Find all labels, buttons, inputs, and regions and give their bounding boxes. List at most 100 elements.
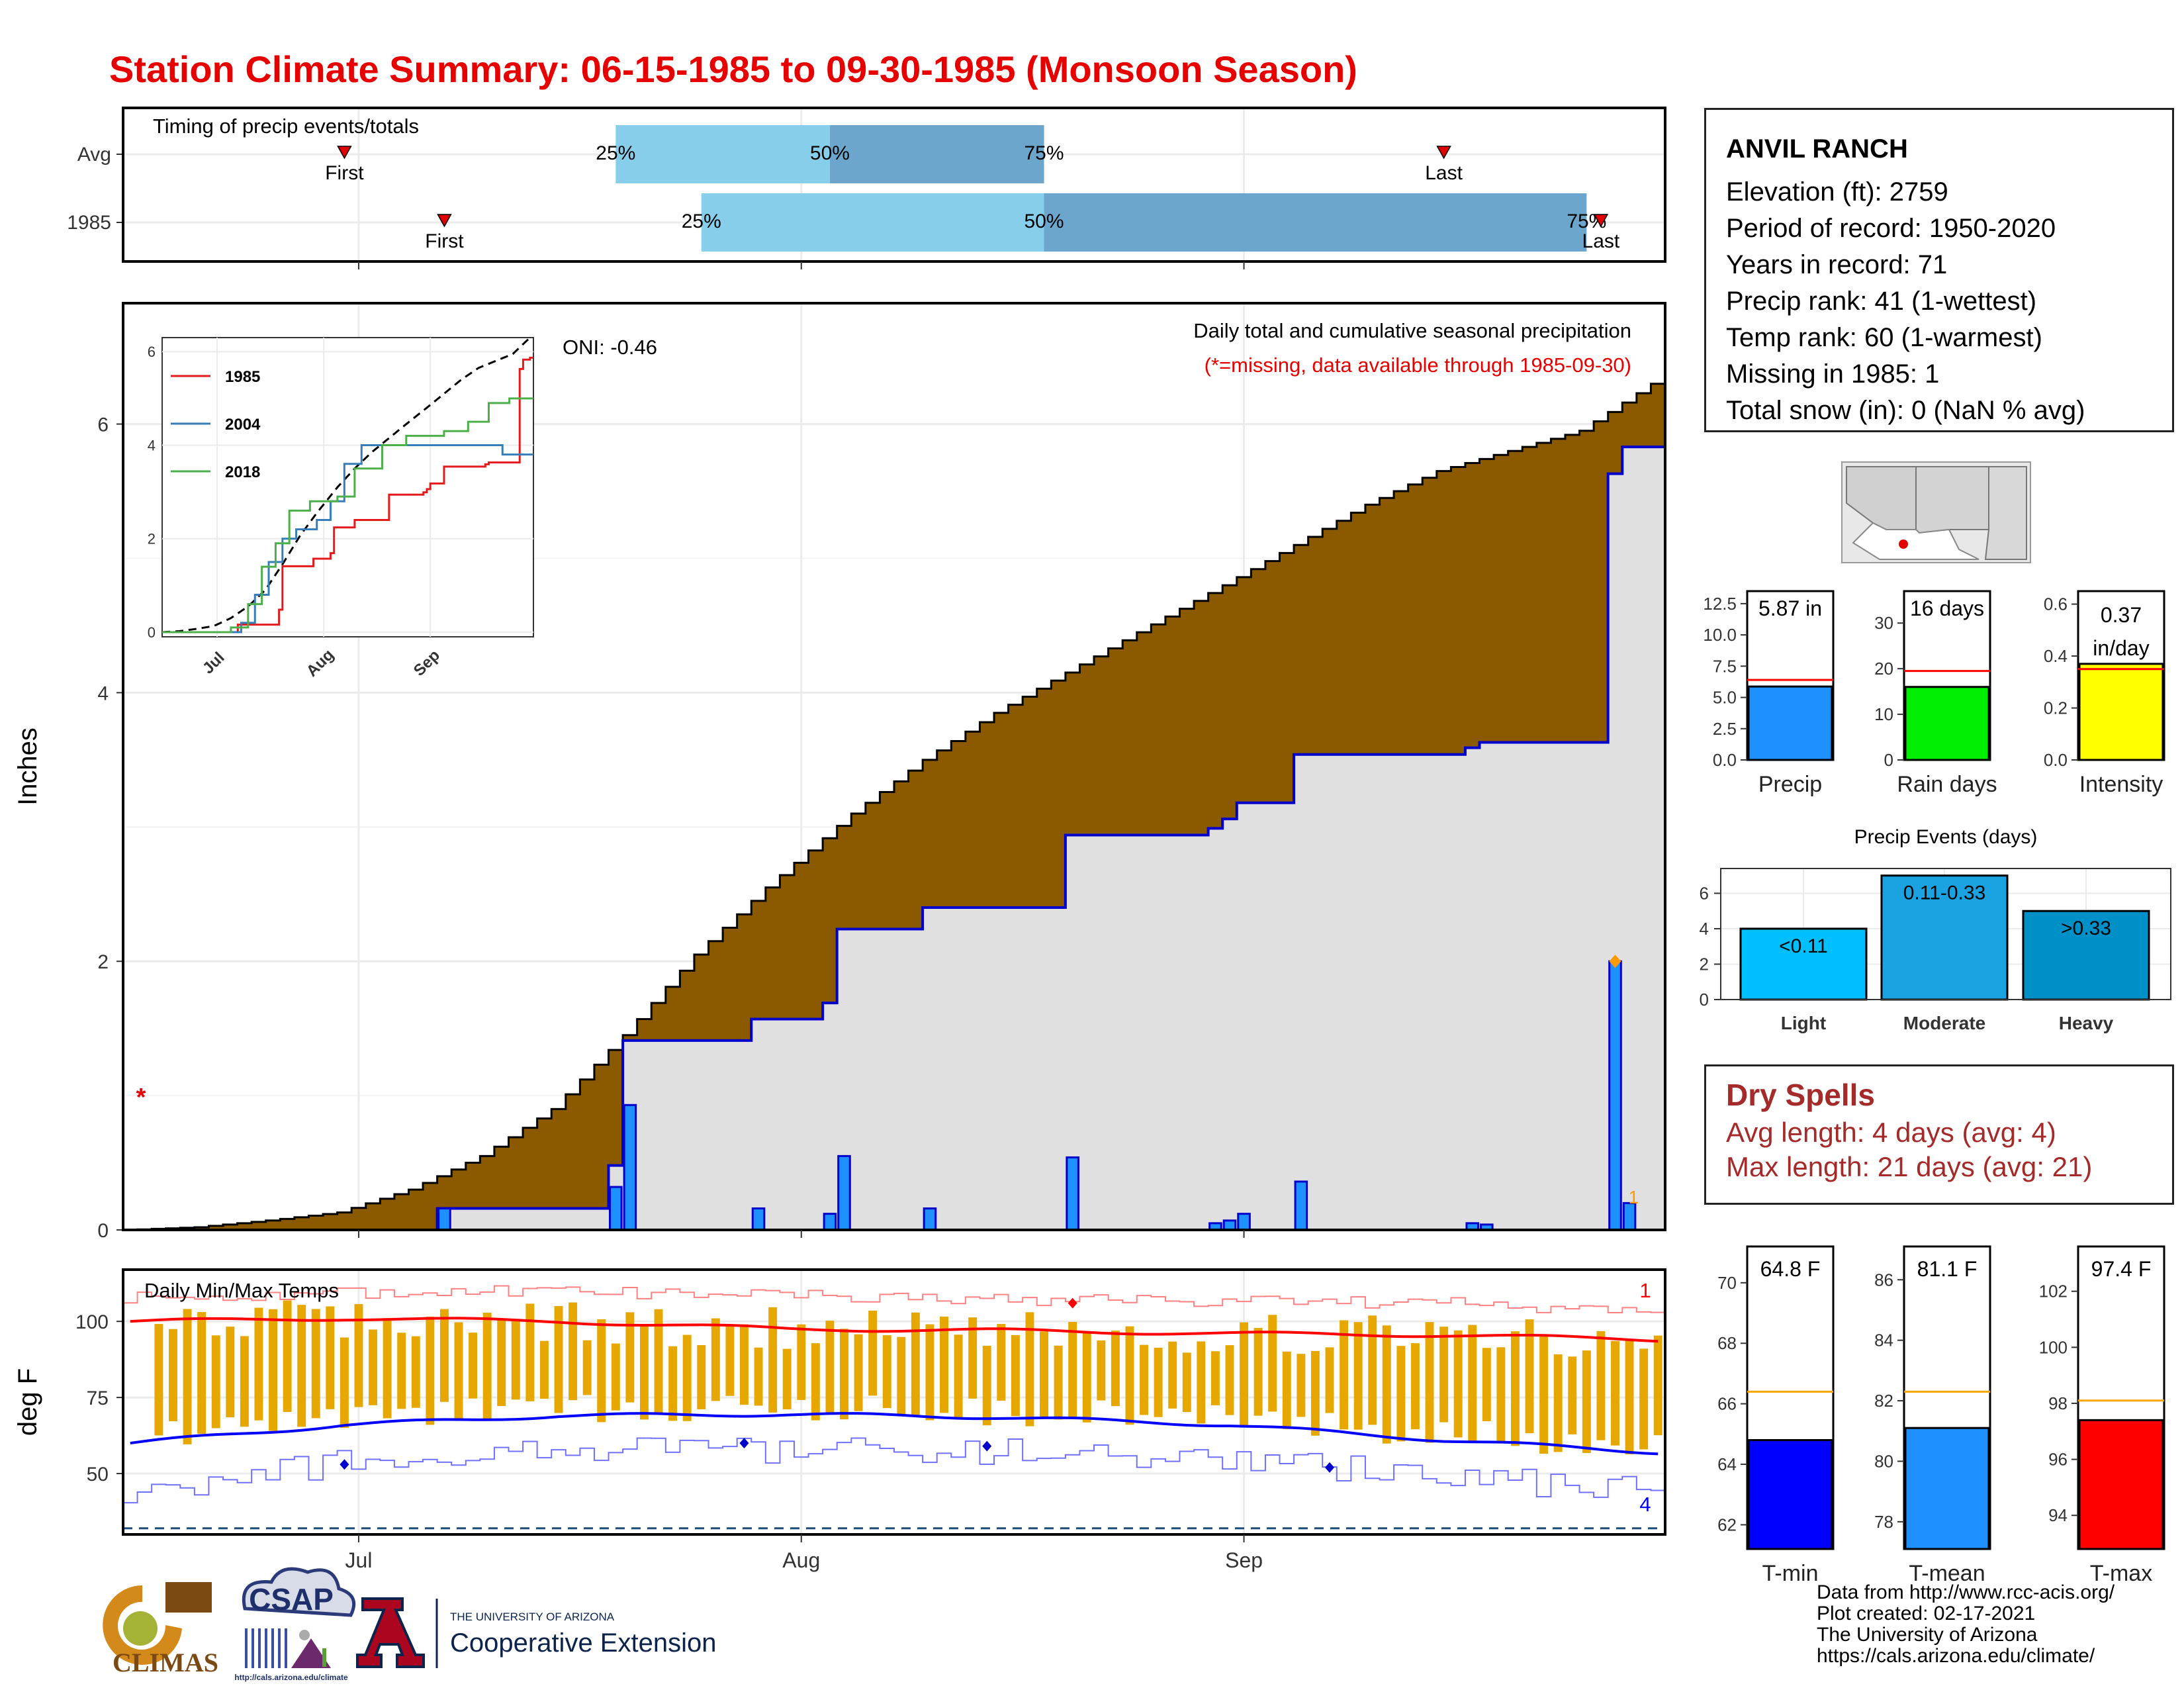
summary-ytick-label: 0.0 <box>2044 750 2068 770</box>
daily-temp-range-bar <box>1253 1328 1263 1416</box>
climas-logo-icon <box>103 1585 182 1665</box>
daily-temp-range-bar <box>1425 1322 1434 1443</box>
avg-tmin-line <box>130 1412 1659 1456</box>
daily-temp-range-bar <box>369 1329 378 1405</box>
timing-last-label: Last <box>1582 230 1620 252</box>
daily-temp-range-bar <box>226 1327 235 1418</box>
daily-temp-range-bar <box>240 1336 249 1427</box>
record-temp-marker <box>340 1459 349 1470</box>
events-category-label: Light <box>1781 1013 1826 1033</box>
summary-category-label: T-min <box>1762 1561 1819 1586</box>
daily-temp-range-bar <box>411 1336 420 1408</box>
summary-ytick-label: 70 <box>1717 1273 1737 1293</box>
timing-frame <box>122 107 1666 263</box>
summary-ytick-label: 0.2 <box>2044 698 2068 718</box>
csap-cloud-icon <box>242 1567 355 1617</box>
daily-temp-range-bar <box>497 1318 506 1406</box>
temp-ytick-label: 50 <box>87 1464 109 1485</box>
summary-ytick-label: 20 <box>1874 659 1893 679</box>
summary-temp-value: 97.4 F <box>2091 1257 2152 1281</box>
climas-logo-text: CLIMAS <box>113 1648 218 1677</box>
summary-ytick-label: 5.0 <box>1713 688 1737 708</box>
daily-temp-range-bar <box>469 1333 478 1399</box>
daily-precip-bar <box>1294 1180 1308 1231</box>
timing-row-label: 1985 <box>67 212 111 234</box>
inset-frame <box>161 337 534 637</box>
daily-precip-bar <box>751 1207 766 1231</box>
daily-temp-range-bar <box>782 1348 792 1410</box>
daily-temp-range-bar <box>1325 1347 1334 1413</box>
daily-precip-bar <box>1237 1213 1251 1231</box>
record-temp-marker <box>982 1440 992 1452</box>
inset-avg-dashed-line <box>161 336 531 633</box>
temp-xtick-label: Jul <box>345 1548 373 1572</box>
timing-first-label: First <box>325 162 364 184</box>
daily-temp-range-bar <box>297 1305 306 1427</box>
page-title: Station Climate Summary: 06-15-1985 to 0… <box>109 48 1357 90</box>
summary-ytick-label: 84 <box>1874 1331 1893 1350</box>
station-snow: Total snow (in): 0 (NaN % avg) <box>1726 396 2085 425</box>
daily-temp-range-bar <box>897 1336 906 1415</box>
daily-temp-range-bar <box>1240 1322 1249 1427</box>
missing-day-marker: * <box>136 1084 146 1111</box>
daily-precip-bar <box>609 1186 623 1231</box>
events-category-label: Heavy <box>2059 1013 2114 1033</box>
daily-temp-range-bar <box>1482 1348 1491 1421</box>
summary-ytick-label: 0 <box>1884 750 1893 770</box>
summary-value-bar <box>2078 663 2164 761</box>
inset-legend-label: 1985 <box>225 368 260 386</box>
events-frame-top <box>1720 868 2171 1000</box>
daily-temp-range-bar <box>1453 1330 1463 1438</box>
daily-temp-range-bar <box>911 1312 920 1417</box>
daily-temp-range-bar <box>597 1319 606 1423</box>
dry-spells-heading: Dry Spells <box>1726 1078 1875 1112</box>
daily-temp-range-bar <box>982 1345 991 1426</box>
daily-temp-range-bar <box>511 1321 520 1400</box>
events-bar <box>1739 927 1868 1001</box>
daily-temp-range-bar <box>554 1306 563 1413</box>
daily-temp-range-bar <box>1225 1345 1234 1415</box>
daily-temp-range-bar <box>397 1333 406 1409</box>
daily-temp-range-bar <box>1568 1356 1577 1434</box>
inset-ytick-label: 6 <box>148 344 156 360</box>
daily-temp-range-bar <box>1368 1315 1377 1425</box>
record-temp-marker <box>1325 1462 1335 1473</box>
summary-value-bar <box>1747 685 1833 761</box>
daily-temp-range-bar <box>725 1325 735 1396</box>
daily-temp-range-bar <box>954 1335 963 1419</box>
daily-temp-range-bar <box>1282 1351 1291 1429</box>
inset-series-line <box>162 397 533 633</box>
events-ytick-label: 4 <box>1700 919 1709 939</box>
station-years: Years in record: 71 <box>1726 250 1948 279</box>
record-temp-marker <box>739 1438 749 1449</box>
daily-temp-range-bar <box>1068 1321 1077 1419</box>
logos <box>103 1567 438 1668</box>
temp-frame <box>122 1268 1666 1536</box>
record-count-label: 1 <box>1628 1187 1639 1207</box>
csap-cactus-icon <box>322 1648 326 1667</box>
csap-logo-text: CSAP <box>249 1582 334 1617</box>
daily-temp-range-bar <box>582 1340 592 1395</box>
timing-last-marker <box>1436 146 1451 160</box>
daily-temp-range-bar <box>482 1313 492 1421</box>
summary-ytick-label: 80 <box>1874 1451 1893 1471</box>
map-station-dot <box>1899 539 1908 549</box>
daily-temp-range-bar <box>1410 1343 1420 1430</box>
daily-temp-range-bar <box>1496 1347 1506 1441</box>
daily-temp-range-bar <box>1168 1341 1177 1409</box>
events-bar-label: <0.11 <box>1779 935 1828 957</box>
daily-temp-range-bar <box>1353 1322 1363 1430</box>
avg-cumulative-line <box>123 383 1665 1231</box>
daily-temp-range-bar <box>340 1337 349 1429</box>
daily-temp-range-bar <box>1396 1346 1406 1442</box>
temp-ytick-label: 75 <box>87 1387 109 1409</box>
precip-missing-note: (*=missing, data available through 1985-… <box>1205 353 1631 377</box>
daily-temp-range-bar <box>569 1302 578 1401</box>
daily-precip-bar <box>1222 1219 1237 1231</box>
station-info-box: ANVIL RANCH Elevation (ft): 2759 Period … <box>1704 108 2174 432</box>
dry-spells-avg: Avg length: 4 days (avg: 4) <box>1726 1117 2056 1148</box>
inset-ytick-label: 0 <box>148 624 156 641</box>
map-state-new-mexico <box>1915 466 1989 534</box>
